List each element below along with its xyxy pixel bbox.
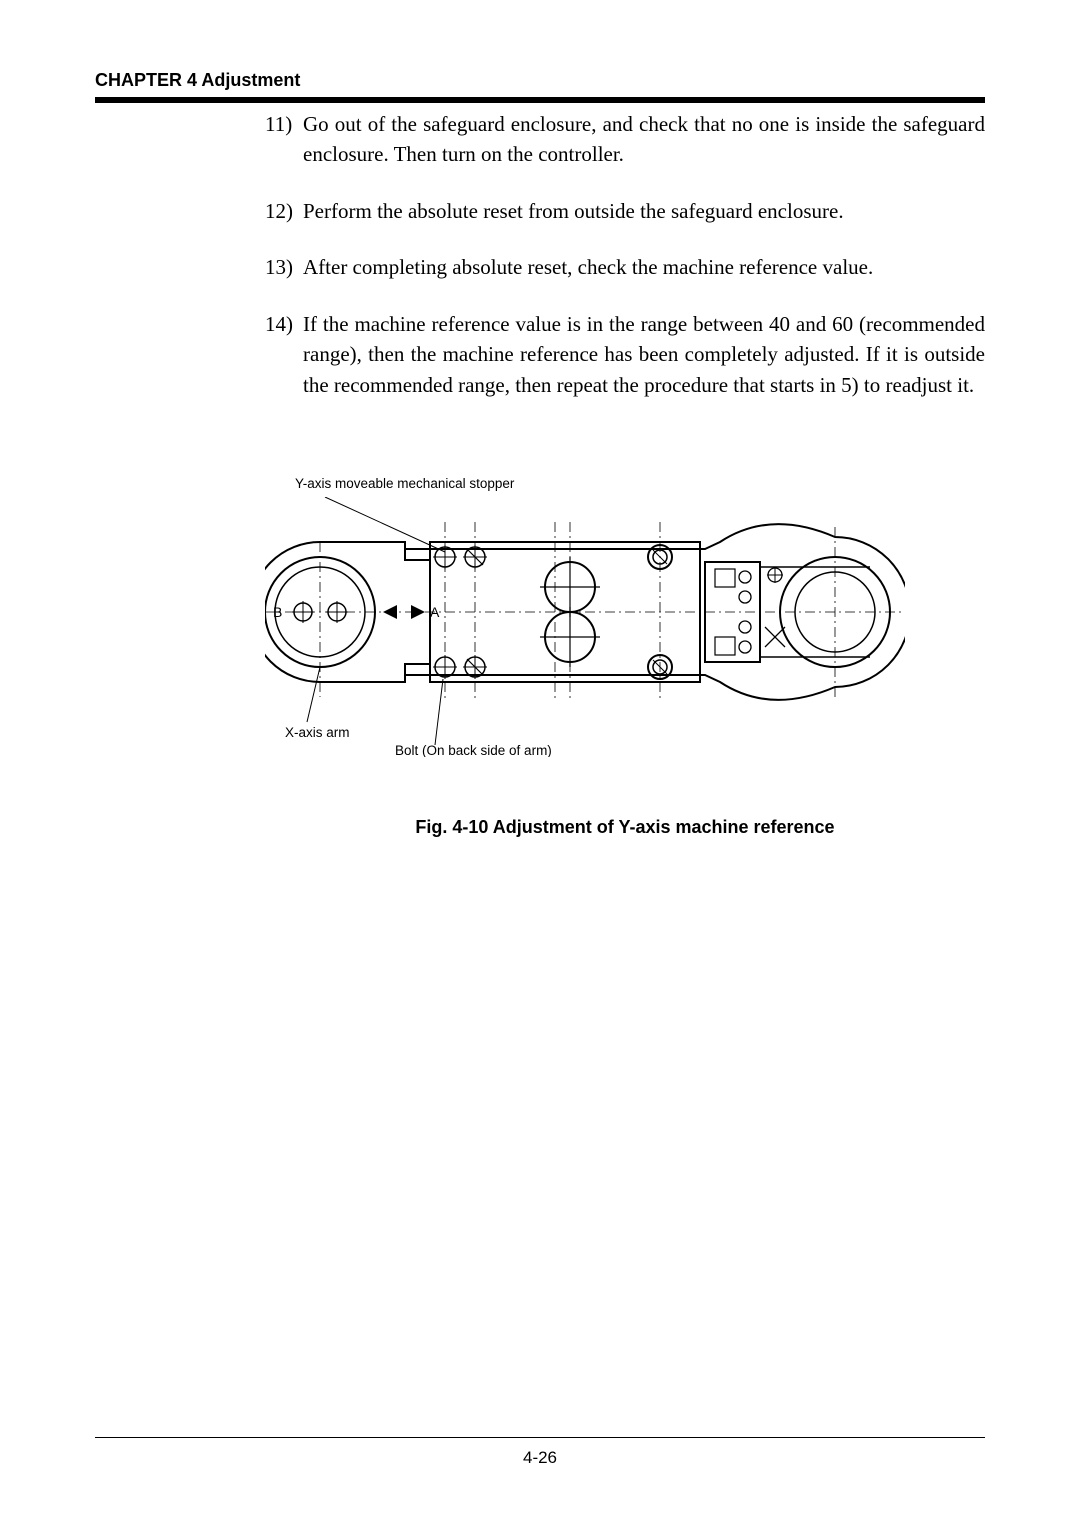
step-12: 12) Perform the absolute reset from outs… <box>265 196 985 226</box>
footer-rule <box>95 1437 985 1439</box>
step-text: Go out of the safeguard enclosure, and c… <box>303 109 985 170</box>
step-11: 11) Go out of the safeguard enclosure, a… <box>265 109 985 170</box>
step-text: After completing absolute reset, check t… <box>303 252 985 282</box>
figure-diagram: B A <box>265 497 905 757</box>
step-text: Perform the absolute reset from outside … <box>303 196 985 226</box>
page-footer: 4-26 <box>95 1437 985 1469</box>
step-14: 14) If the machine reference value is in… <box>265 309 985 400</box>
figure-label-top: Y-axis moveable mechanical stopper <box>295 476 985 491</box>
step-13: 13) After completing absolute reset, che… <box>265 252 985 282</box>
chapter-header: CHAPTER 4 Adjustment <box>95 70 985 91</box>
label-b: B <box>273 604 282 620</box>
page-number: 4-26 <box>95 1448 985 1468</box>
label-a: A <box>430 604 440 620</box>
figure-label-bolt: Bolt (On back side of arm) <box>395 743 552 757</box>
header-rule-thick <box>95 97 985 103</box>
figure-block: Y-axis moveable mechanical stopper <box>265 476 985 838</box>
step-number: 12) <box>265 196 303 226</box>
figure-caption: Fig. 4-10 Adjustment of Y-axis machine r… <box>265 817 985 838</box>
step-number: 14) <box>265 309 303 400</box>
figure-label-xarm: X-axis arm <box>285 725 350 740</box>
step-number: 13) <box>265 252 303 282</box>
step-number: 11) <box>265 109 303 170</box>
step-text: If the machine reference value is in the… <box>303 309 985 400</box>
body-text: 11) Go out of the safeguard enclosure, a… <box>265 109 985 426</box>
